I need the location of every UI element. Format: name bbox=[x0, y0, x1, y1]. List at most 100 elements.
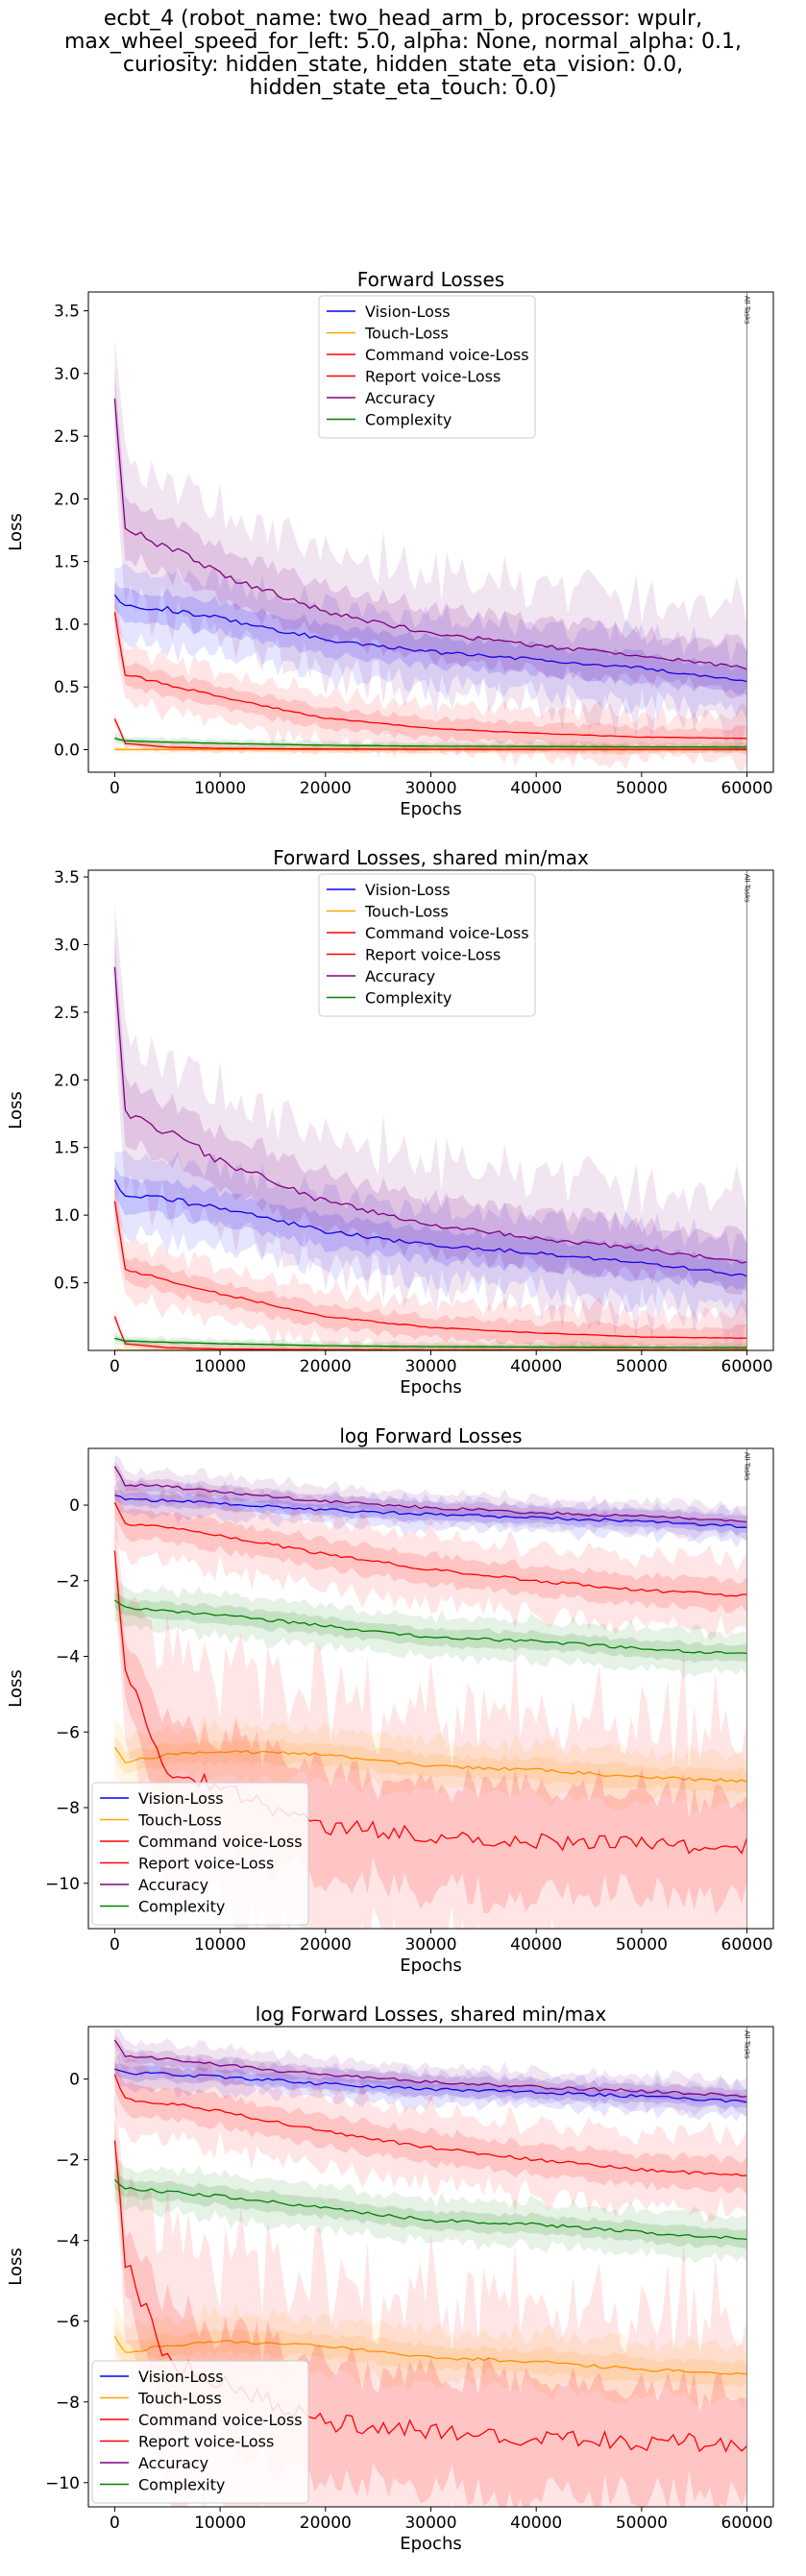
x-tick-label: 30000 bbox=[404, 779, 456, 798]
y-tick-label: −10 bbox=[45, 2474, 80, 2493]
x-tick-label: 40000 bbox=[510, 779, 562, 798]
y-tick-label: 0 bbox=[69, 2071, 80, 2090]
y-axis-label: Loss bbox=[6, 513, 26, 550]
y-tick-label: 3.5 bbox=[54, 303, 80, 322]
all-tasks-label: All Tasks bbox=[744, 874, 751, 903]
chart-title: log Forward Losses bbox=[339, 1424, 522, 1447]
y-tick-label: 3.0 bbox=[54, 936, 80, 955]
y-tick-label: −4 bbox=[56, 1648, 80, 1667]
x-tick-label: 20000 bbox=[300, 1935, 352, 1955]
all-tasks-label: All Tasks bbox=[744, 1452, 751, 1481]
x-tick-label: 0 bbox=[110, 1357, 120, 1376]
y-tick-label: −8 bbox=[56, 2394, 80, 2413]
legend-label-complexity: Complexity bbox=[365, 989, 452, 1008]
x-tick-label: 0 bbox=[110, 2514, 120, 2533]
all-tasks-label: All Tasks bbox=[744, 2030, 751, 2059]
x-tick-label: 10000 bbox=[194, 779, 246, 798]
legend-label-touch-loss: Touch-Loss bbox=[364, 325, 449, 343]
x-tick-label: 60000 bbox=[721, 2514, 773, 2533]
x-tick-label: 30000 bbox=[404, 1357, 456, 1376]
x-tick-label: 10000 bbox=[194, 2514, 246, 2533]
legend-label-vision-loss: Vision-Loss bbox=[365, 881, 451, 899]
legend-label-command-voice-loss: Command voice-Loss bbox=[138, 1833, 303, 1851]
y-tick-label: 1.0 bbox=[54, 1206, 80, 1226]
legend-label-report-voice-loss: Report voice-Loss bbox=[365, 946, 501, 964]
legend-label-accuracy: Accuracy bbox=[365, 389, 435, 407]
x-tick-label: 50000 bbox=[616, 779, 668, 798]
y-axis-label: Loss bbox=[6, 1091, 26, 1129]
legend-label-accuracy: Accuracy bbox=[138, 1876, 208, 1894]
legend-label-complexity: Complexity bbox=[365, 411, 452, 429]
y-tick-label: 0.0 bbox=[54, 741, 80, 761]
legend-label-accuracy: Accuracy bbox=[365, 967, 435, 985]
y-tick-label: −6 bbox=[56, 2313, 80, 2332]
legend-label-report-voice-loss: Report voice-Loss bbox=[365, 368, 501, 386]
x-tick-label: 40000 bbox=[510, 1357, 562, 1376]
legend-label-complexity: Complexity bbox=[138, 2476, 225, 2494]
legend-label-touch-loss: Touch-Loss bbox=[137, 1811, 222, 1830]
forward-losses-chart: All Tasks Forward Losses 0 10000 20000 30000 4… bbox=[0, 265, 806, 841]
y-tick-label: −2 bbox=[56, 2151, 80, 2171]
y-tick-label: −10 bbox=[45, 1875, 80, 1894]
legend-label-report-voice-loss: Report voice-Loss bbox=[138, 2433, 274, 2451]
legend-label-vision-loss: Vision-Loss bbox=[365, 303, 451, 321]
legend: Vision-Loss Touch-Loss Command voice-Loss R… bbox=[319, 874, 535, 1016]
chart-title: Forward Losses, shared min/max bbox=[273, 846, 589, 869]
x-tick-label: 30000 bbox=[404, 2514, 456, 2533]
y-tick-label: 2.5 bbox=[54, 427, 80, 447]
x-tick-label: 20000 bbox=[300, 2514, 352, 2533]
y-tick-label: −4 bbox=[56, 2232, 80, 2251]
x-tick-label: 10000 bbox=[194, 1935, 246, 1955]
legend-label-complexity: Complexity bbox=[138, 1898, 225, 1916]
y-tick-label: 2.0 bbox=[54, 1071, 80, 1090]
legend-label-touch-loss: Touch-Loss bbox=[137, 2390, 222, 2408]
suptitle-line: ecbt_4 (robot_name: two_head_arm_b, proc… bbox=[0, 8, 806, 31]
y-tick-label: 2.5 bbox=[54, 1004, 80, 1023]
y-axis-label: Loss bbox=[6, 2248, 26, 2285]
y-tick-label: 3.5 bbox=[54, 868, 80, 887]
y-tick-label: 0 bbox=[69, 1496, 80, 1516]
x-tick-label: 10000 bbox=[194, 1357, 246, 1376]
legend-label-report-voice-loss: Report voice-Loss bbox=[138, 1855, 274, 1873]
log-forward-losses-shared-chart: All Tasks log Forward Losses, shared min/… bbox=[0, 2000, 806, 2576]
x-tick-label: 0 bbox=[110, 779, 120, 798]
x-tick-label: 20000 bbox=[300, 779, 352, 798]
x-tick-label: 60000 bbox=[721, 779, 773, 798]
suptitle-line: curiosity: hidden_state, hidden_state_et… bbox=[0, 54, 806, 77]
x-tick-label: 0 bbox=[110, 1935, 120, 1955]
x-axis-label: Epochs bbox=[400, 2534, 462, 2554]
x-axis-label: Epochs bbox=[400, 1956, 462, 1976]
y-tick-label: 1.0 bbox=[54, 616, 80, 635]
suptitle-line: hidden_state_eta_touch: 0.0) bbox=[0, 77, 806, 100]
y-tick-label: 2.0 bbox=[54, 490, 80, 509]
x-tick-label: 50000 bbox=[616, 2514, 668, 2533]
x-axis-label: Epochs bbox=[400, 799, 462, 819]
x-tick-label: 40000 bbox=[510, 1935, 562, 1955]
chart-title: log Forward Losses, shared min/max bbox=[256, 2003, 607, 2026]
y-axis-label: Loss bbox=[6, 1669, 26, 1707]
legend-label-touch-loss: Touch-Loss bbox=[364, 903, 449, 921]
x-tick-label: 20000 bbox=[300, 1357, 352, 1376]
x-tick-label: 50000 bbox=[616, 1357, 668, 1376]
x-tick-label: 60000 bbox=[721, 1357, 773, 1376]
chart-title: Forward Losses bbox=[357, 268, 504, 291]
x-tick-label: 50000 bbox=[616, 1935, 668, 1955]
all-tasks-label: All Tasks bbox=[744, 296, 751, 325]
legend: Vision-Loss Touch-Loss Command voice-Loss R… bbox=[92, 1783, 308, 1925]
y-tick-label: 0.5 bbox=[54, 1275, 80, 1294]
legend-label-vision-loss: Vision-Loss bbox=[138, 1789, 224, 1808]
y-tick-label: −2 bbox=[56, 1572, 80, 1592]
y-tick-label: 1.5 bbox=[54, 1139, 80, 1158]
suptitle-line: max_wheel_speed_for_left: 5.0, alpha: No… bbox=[0, 31, 806, 54]
x-tick-label: 40000 bbox=[510, 2514, 562, 2533]
legend-label-command-voice-loss: Command voice-Loss bbox=[365, 924, 529, 942]
y-tick-label: 3.0 bbox=[54, 365, 80, 384]
x-axis-label: Epochs bbox=[400, 1377, 462, 1397]
x-tick-label: 60000 bbox=[721, 1935, 773, 1955]
y-tick-label: 0.5 bbox=[54, 678, 80, 697]
legend-label-command-voice-loss: Command voice-Loss bbox=[138, 2411, 303, 2429]
y-tick-label: −6 bbox=[56, 1723, 80, 1742]
